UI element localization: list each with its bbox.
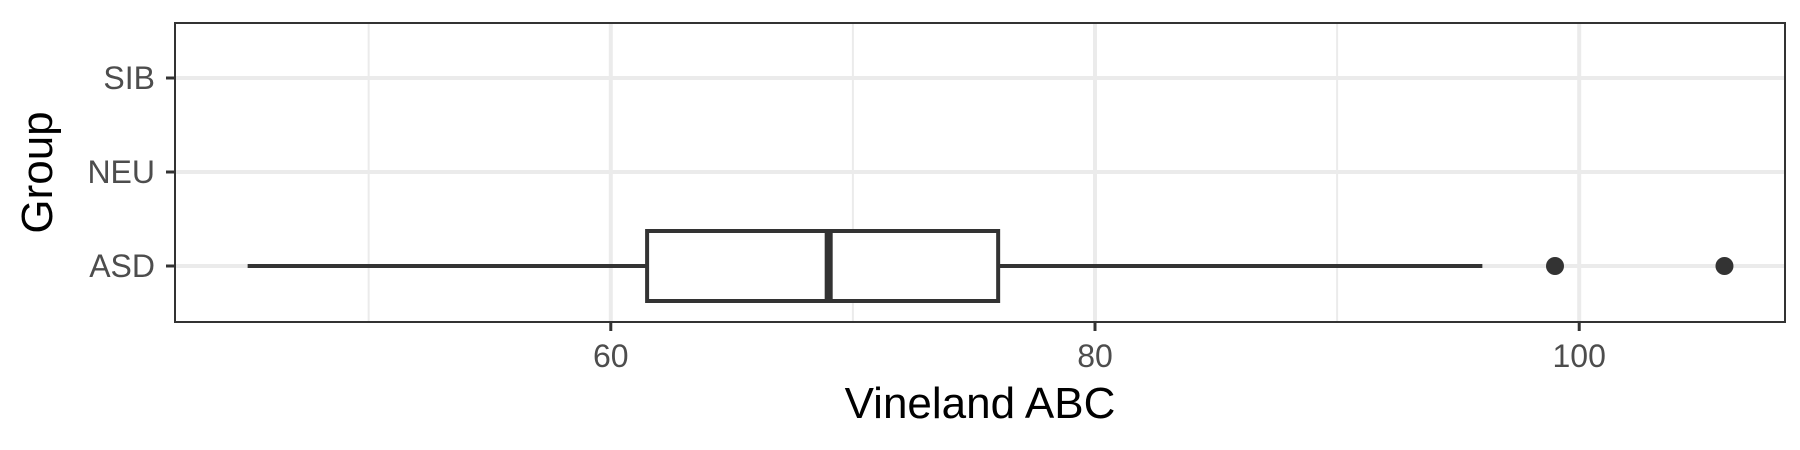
y-tick-label-neu: NEU (87, 154, 155, 190)
x-tick-label: 80 (1077, 338, 1113, 374)
y-tick-label-asd: ASD (89, 248, 155, 284)
x-axis-title: Vineland ABC (845, 379, 1116, 428)
iqr-box (645, 229, 1001, 303)
x-tick-label: 60 (593, 338, 629, 374)
axis-layer: 60 80 100 ASD NEU SIB (87, 60, 1605, 374)
x-tick-label: 100 (1553, 338, 1606, 374)
box-layer (247, 229, 1734, 303)
y-axis-title: Group (13, 111, 62, 233)
outlier-point (1715, 257, 1734, 275)
y-tick-label-sib: SIB (103, 60, 155, 96)
outlier-point (1546, 257, 1564, 275)
